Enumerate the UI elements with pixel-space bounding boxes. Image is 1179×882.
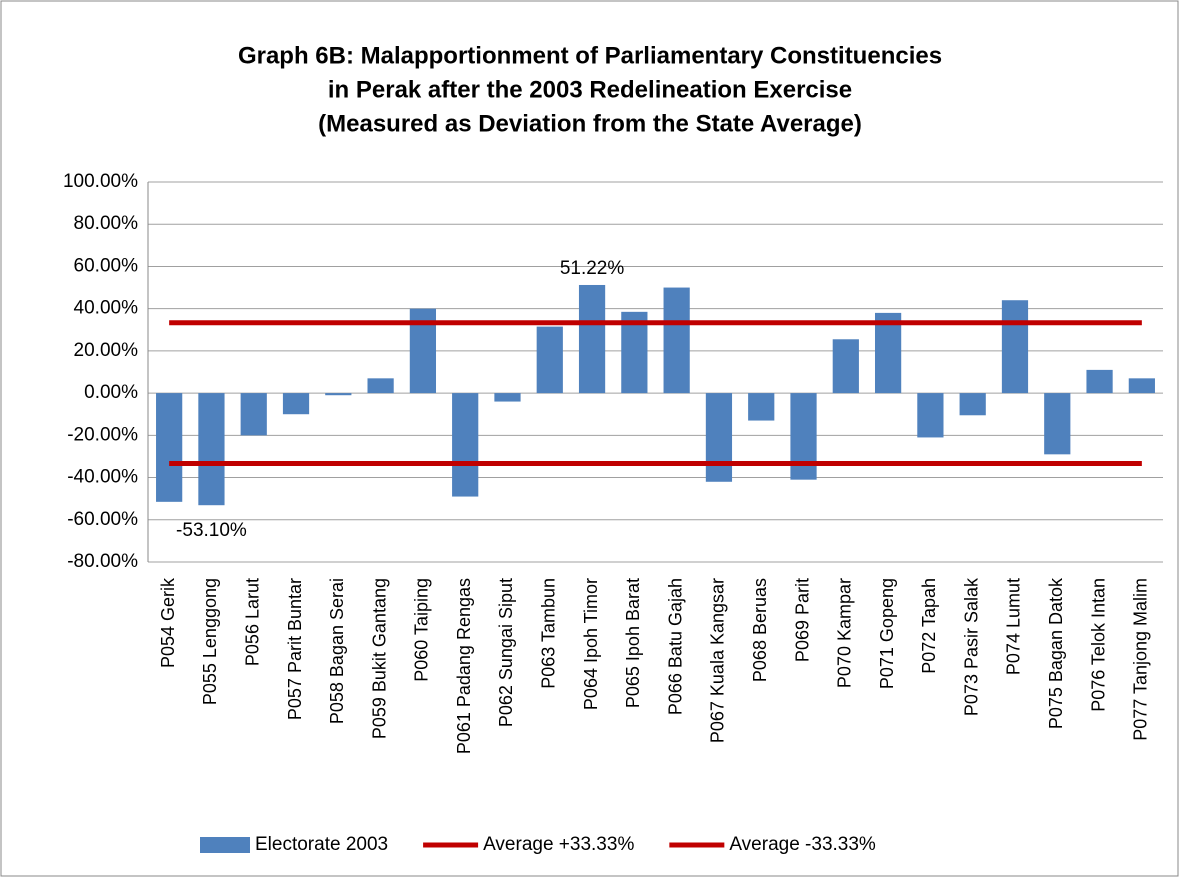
y-tick-label: -60.00% bbox=[67, 509, 138, 530]
x-tick-label: P070 Kampar bbox=[835, 578, 855, 688]
x-tick-label: P055 Lenggong bbox=[200, 578, 220, 705]
x-tick-label: P056 Larut bbox=[242, 578, 262, 666]
bar bbox=[156, 393, 183, 502]
x-tick-label: P058 Bagan Serai bbox=[327, 578, 347, 724]
bar bbox=[832, 339, 859, 394]
x-tick-label: P061 Padang Rengas bbox=[454, 578, 474, 754]
x-tick-label: P063 Tambun bbox=[539, 578, 559, 689]
x-tick-label: P076 Telok Intan bbox=[1088, 578, 1108, 712]
bar bbox=[536, 326, 563, 394]
data-label: 51.22% bbox=[560, 258, 625, 279]
bar bbox=[705, 393, 733, 482]
y-tick-label: 100.00% bbox=[63, 171, 138, 192]
x-tick-label: P059 Bukit Gantang bbox=[369, 578, 389, 739]
bar bbox=[325, 393, 352, 396]
bar bbox=[621, 311, 648, 394]
x-tick-label: P069 Parit bbox=[792, 578, 812, 662]
bar bbox=[663, 287, 690, 394]
legend-label: Average -33.33% bbox=[729, 834, 876, 855]
bar bbox=[1128, 378, 1155, 394]
x-tick-label: P077 Tanjong Malim bbox=[1131, 578, 1151, 741]
x-tick-label: P065 Ipoh Barat bbox=[623, 578, 643, 708]
x-tick-label: P054 Gerik bbox=[158, 577, 178, 668]
bar bbox=[494, 393, 521, 402]
x-tick-label: P067 Kuala Kangsar bbox=[708, 578, 728, 743]
x-tick-label: P057 Parit Buntar bbox=[285, 578, 305, 720]
legend-swatch bbox=[200, 837, 250, 853]
bar bbox=[198, 393, 225, 506]
y-tick-label: -80.00% bbox=[67, 551, 138, 572]
bar bbox=[1086, 369, 1113, 394]
bar bbox=[917, 393, 944, 438]
chart-title: Graph 6B: Malapportionment of Parliament… bbox=[238, 42, 942, 69]
bar bbox=[578, 284, 606, 394]
bar bbox=[367, 378, 394, 394]
bar bbox=[748, 393, 775, 421]
y-tick-label: 80.00% bbox=[74, 213, 139, 234]
bar bbox=[790, 393, 817, 480]
bar bbox=[874, 312, 902, 394]
legend-label: Average +33.33% bbox=[483, 834, 634, 855]
x-tick-label: P072 Tapah bbox=[919, 578, 939, 674]
x-tick-label: P060 Taiping bbox=[412, 578, 432, 682]
data-label: -53.10% bbox=[176, 520, 247, 541]
y-tick-label: -40.00% bbox=[67, 467, 138, 488]
bar bbox=[1001, 300, 1029, 394]
y-tick-label: 0.00% bbox=[84, 382, 138, 403]
chart-title: (Measured as Deviation from the State Av… bbox=[318, 110, 862, 137]
y-tick-label: 20.00% bbox=[74, 340, 139, 361]
x-tick-label: P073 Pasir Salak bbox=[961, 577, 981, 716]
x-tick-label: P071 Gopeng bbox=[877, 578, 897, 689]
bar bbox=[959, 393, 986, 416]
y-tick-label: 40.00% bbox=[74, 298, 139, 319]
x-tick-label: P066 Batu Gajah bbox=[665, 578, 685, 715]
x-tick-label: P074 Lumut bbox=[1004, 578, 1024, 675]
y-tick-label: 60.00% bbox=[74, 255, 139, 276]
bar bbox=[1044, 393, 1071, 455]
y-tick-label: -20.00% bbox=[67, 424, 138, 445]
bar bbox=[452, 393, 479, 497]
x-tick-label: P062 Sungai Siput bbox=[496, 578, 516, 727]
x-tick-label: P075 Bagan Datok bbox=[1046, 577, 1066, 729]
x-tick-label: P068 Beruas bbox=[750, 578, 770, 682]
chart-title: in Perak after the 2003 Redelineation Ex… bbox=[328, 76, 852, 103]
bar bbox=[240, 393, 267, 436]
legend-label: Electorate 2003 bbox=[255, 834, 388, 855]
bar bbox=[282, 393, 310, 415]
x-tick-label: P064 Ipoh Timor bbox=[581, 578, 601, 710]
